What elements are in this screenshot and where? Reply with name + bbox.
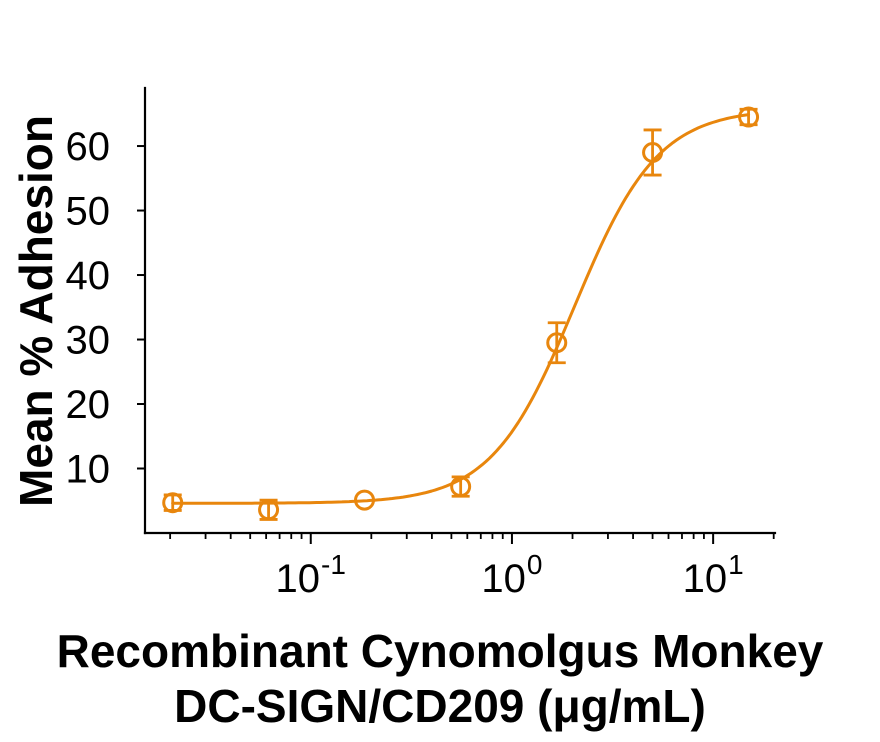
x-axis-title-line2: DC-SIGN/CD209 (μg/mL) [174,680,706,732]
y-tick-label: 50 [66,190,111,234]
x-tick-label: 10-1 [276,549,346,601]
data-point-marker [738,106,760,128]
x-axis-title-line1: Recombinant Cynomolgus Monkey [56,625,824,677]
data-point-marker [162,492,184,514]
data-point-marker [258,499,280,521]
x-tick-label: 101 [683,549,744,601]
data-point-marker [354,489,376,511]
x-axis-title: Recombinant Cynomolgus Monkey DC-SIGN/CD… [0,624,880,734]
data-point-marker [642,141,664,163]
y-tick-label: 10 [66,448,111,492]
y-tick-label: 20 [66,383,111,427]
y-axis-label: Mean % Adhesion [10,115,62,507]
data-point-marker [546,332,568,354]
y-tick-label: 30 [66,319,111,363]
data-point-marker [450,476,472,498]
x-tick-label: 100 [481,549,542,601]
y-tick-label: 40 [66,254,111,298]
fit-curve [171,113,751,505]
y-tick-label: 60 [66,125,111,169]
